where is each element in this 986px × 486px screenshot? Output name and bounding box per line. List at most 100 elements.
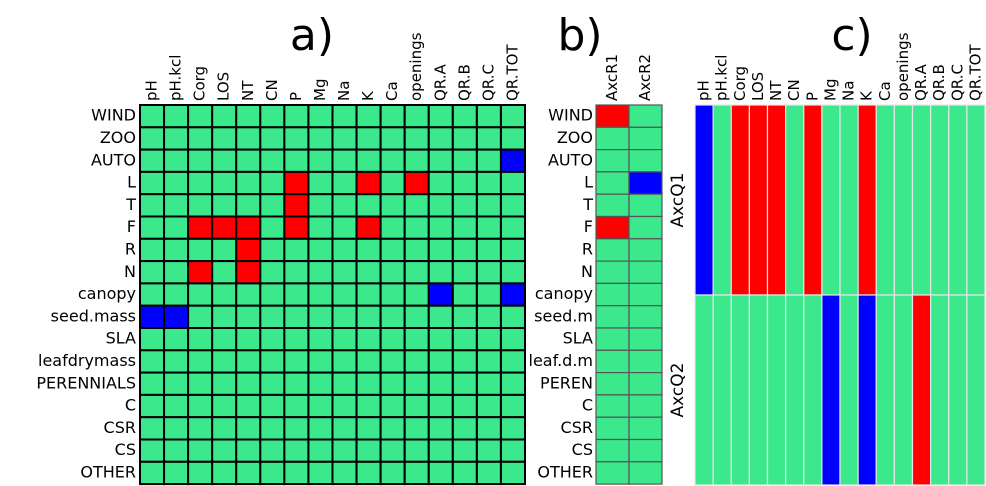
heatmap-cell — [187, 126, 214, 151]
heatmap-cell — [803, 104, 823, 296]
heatmap-cell — [475, 148, 502, 173]
heatmap-cell — [427, 148, 454, 173]
heatmap-cell — [595, 282, 630, 307]
heatmap-cell — [163, 260, 190, 285]
heatmap-cell — [893, 104, 914, 296]
heatmap-cell — [307, 104, 334, 129]
heatmap-cell — [283, 148, 310, 173]
row-label: PERENNIALS — [36, 373, 136, 392]
heatmap-cell — [139, 393, 166, 419]
heatmap-cell — [451, 371, 478, 396]
heatmap-cell — [235, 282, 262, 307]
heatmap-cell — [139, 215, 166, 240]
row-label: F — [584, 217, 593, 236]
heatmap-cell — [803, 294, 823, 486]
column-label: Mg — [821, 79, 839, 101]
heatmap-cell — [475, 104, 502, 129]
heatmap-cell — [355, 193, 382, 218]
row-label: SLA — [106, 329, 136, 348]
heatmap-cell — [211, 193, 238, 218]
heatmap-cell — [235, 193, 262, 218]
heatmap-cell — [628, 149, 663, 173]
row-label: OTHER — [537, 462, 593, 481]
panel-title: c) — [831, 10, 872, 61]
heatmap-cell — [595, 327, 630, 351]
heatmap-cell — [427, 371, 454, 396]
heatmap-cell — [331, 104, 358, 129]
heatmap-cell — [475, 126, 502, 151]
heatmap-cell — [259, 126, 286, 151]
heatmap-cell — [139, 304, 166, 330]
row-label: AxcQ2 — [668, 363, 688, 418]
heatmap-cell — [475, 416, 502, 441]
heatmap-cell — [355, 438, 382, 463]
heatmap-cell — [211, 349, 238, 374]
heatmap-cell — [211, 104, 238, 129]
heatmap-cell — [475, 349, 502, 374]
heatmap-cell — [283, 215, 310, 240]
heatmap-cell — [259, 304, 286, 330]
heatmap-cell — [283, 393, 310, 419]
heatmap-cell — [355, 126, 382, 151]
heatmap-cell — [211, 215, 238, 240]
row-label: ZOO — [100, 128, 136, 147]
heatmap-cell — [139, 260, 166, 285]
heatmap-cell — [163, 193, 190, 218]
column-label: pH.kcl — [167, 55, 185, 101]
row-label: AUTO — [548, 150, 593, 169]
heatmap-cell — [235, 215, 262, 240]
heatmap-cell — [475, 393, 502, 419]
heatmap-cell — [595, 349, 630, 374]
row-label: CSR — [104, 418, 136, 437]
heatmap-cell — [403, 215, 430, 240]
heatmap-cell — [427, 304, 454, 330]
heatmap-cell — [259, 282, 286, 307]
heatmap-cell — [403, 304, 430, 330]
heatmap-cell — [499, 215, 526, 240]
heatmap-cell — [628, 305, 663, 329]
heatmap-cell — [730, 294, 750, 486]
heatmap-cell — [451, 327, 478, 352]
heatmap-cell — [628, 215, 663, 240]
heatmap-cell — [163, 327, 190, 352]
heatmap-cell — [235, 237, 262, 263]
column-label: QR.B — [455, 64, 473, 101]
heatmap-cell — [766, 294, 787, 486]
heatmap-cell — [211, 393, 238, 419]
heatmap-cell — [211, 304, 238, 330]
heatmap-cell — [235, 170, 262, 196]
heatmap-cell — [427, 327, 454, 352]
heatmap-cell — [187, 282, 214, 307]
heatmap-cell — [499, 237, 526, 263]
heatmap-cell — [403, 282, 430, 307]
heatmap-cell — [499, 438, 526, 463]
heatmap-cell — [628, 461, 663, 485]
column-label: QR.C — [479, 64, 497, 101]
column-label: NT — [767, 80, 785, 101]
row-label: AUTO — [91, 150, 136, 169]
heatmap-cell — [355, 327, 382, 352]
heatmap-cell — [355, 170, 382, 196]
row-label: seed.m — [534, 306, 593, 325]
heatmap-cell — [211, 170, 238, 196]
column-label: AxcR2 — [636, 54, 654, 101]
heatmap-cell — [307, 282, 334, 307]
heatmap-cell — [187, 170, 214, 196]
heatmap-cell — [595, 438, 630, 463]
heatmap-cell — [355, 371, 382, 396]
heatmap-cell — [403, 237, 430, 263]
heatmap-cell — [475, 438, 502, 463]
column-label: QR.TOT — [503, 44, 521, 101]
heatmap-cell — [235, 438, 262, 463]
column-label: Na — [840, 81, 858, 101]
heatmap-cell — [187, 148, 214, 173]
column-label: Corg — [731, 66, 749, 101]
heatmap-cell — [785, 294, 805, 486]
heatmap-cell — [163, 170, 190, 196]
heatmap-cell — [379, 193, 406, 218]
column-label: Na — [335, 81, 353, 101]
heatmap-cell — [211, 148, 238, 173]
heatmap-cell — [163, 126, 190, 151]
heatmap-cell — [187, 304, 214, 330]
heatmap-cell — [139, 126, 166, 151]
